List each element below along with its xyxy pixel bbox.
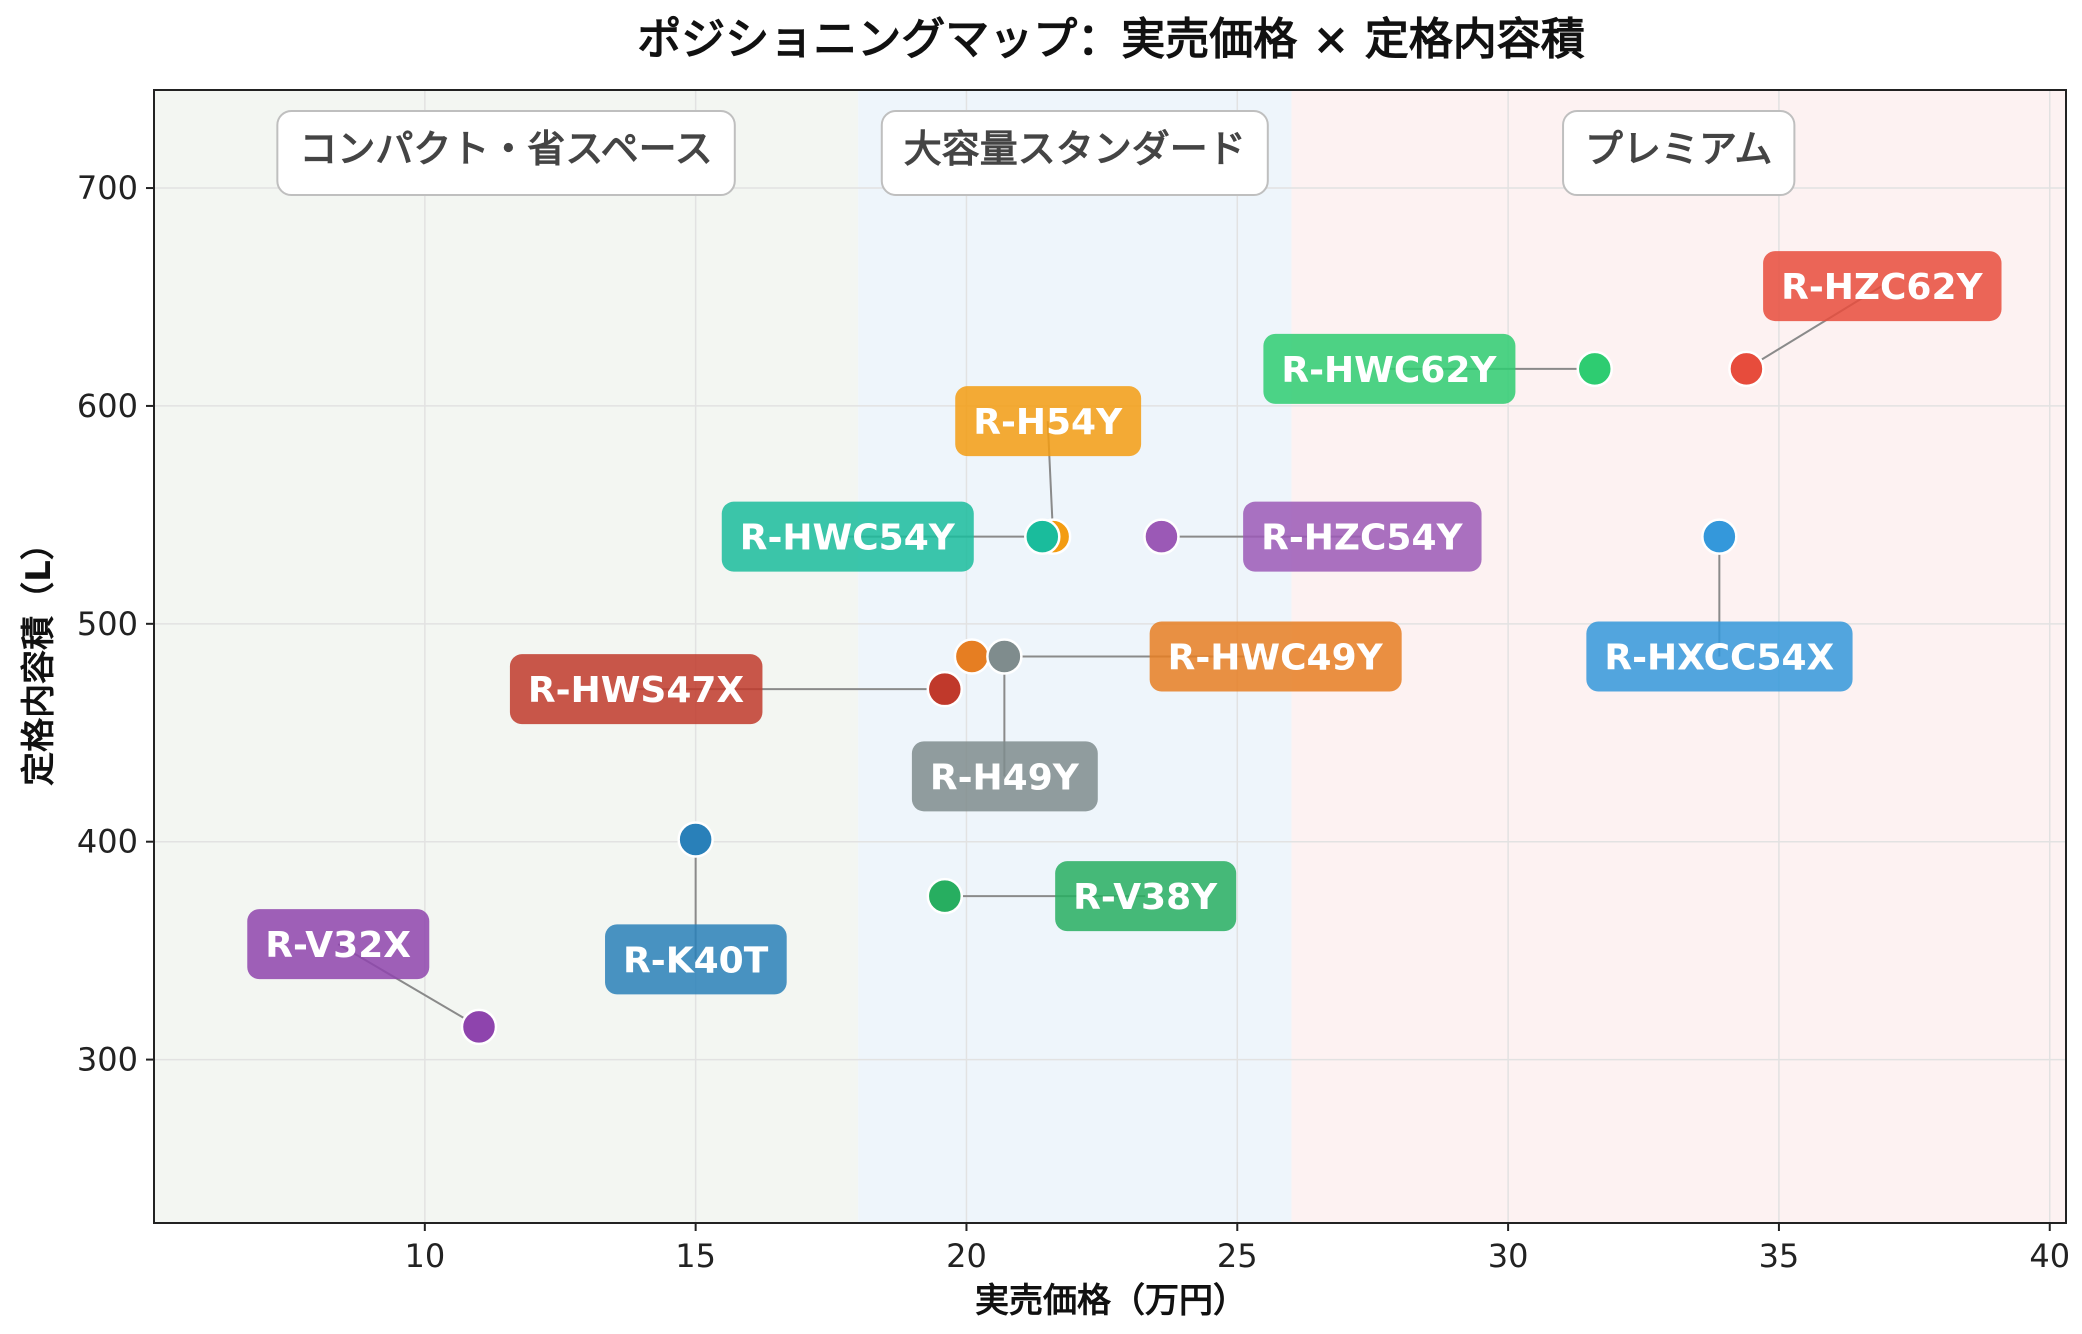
x-axis-label: 実売価格（万円） (975, 1281, 1247, 1321)
point-labels-layer: R-HZC62Y R-HWC62Y R-H54Y R-HWC54Y R-HZC54Y R-… (247, 251, 2002, 995)
point-label-box (955, 386, 1142, 457)
point-label-text: R-H54Y (973, 402, 1123, 443)
points-layer (460, 350, 1765, 1046)
point-label-box (721, 501, 974, 572)
zone-label-box (880, 110, 1269, 196)
data-point (926, 877, 964, 915)
point-label-text: R-HWC54Y (740, 518, 956, 559)
point-label: R-HZC54Y (1243, 501, 1482, 572)
point-label-box (1263, 333, 1516, 404)
y-tick-label: 600 (77, 387, 138, 425)
point-label: R-HXCC54X (1586, 621, 1853, 692)
point-label-text: R-HZC54Y (1261, 518, 1463, 559)
point-label: R-H49Y (911, 741, 1098, 812)
point-label: R-HWS47X (509, 654, 763, 725)
point-label-text: R-V32X (265, 925, 411, 966)
point-label-box (1586, 621, 1853, 692)
point-label: R-H54Y (955, 386, 1142, 457)
point-label: R-HZC62Y (1763, 251, 2002, 322)
point-label-box (509, 654, 763, 725)
data-point (1728, 350, 1765, 388)
data-point (460, 1008, 498, 1046)
chart-title: ポジショニングマップ：実売価格 × 定格内容積 (637, 14, 1585, 65)
point-label-box (1763, 251, 2002, 322)
data-point (1576, 350, 1614, 388)
point-label-text: R-HWC49Y (1168, 638, 1384, 679)
zone-label: コンパクト・省スペース (299, 127, 712, 171)
point-label: R-V38Y (1055, 861, 1237, 932)
zone-label-box (276, 110, 736, 196)
x-tick-label: 25 (1217, 1237, 1258, 1275)
zone-label: 大容量スタンダード (904, 127, 1246, 171)
y-tick-label: 400 (77, 823, 138, 861)
y-tick-label: 300 (77, 1041, 138, 1079)
point-label-text: R-H49Y (930, 757, 1080, 798)
y-tick-label: 500 (77, 605, 138, 643)
x-tick-label: 10 (404, 1237, 445, 1275)
data-point (1143, 518, 1180, 555)
point-label-text: R-HWS47X (528, 670, 745, 711)
data-point (986, 638, 1023, 675)
data-point (926, 670, 964, 708)
point-label-text: R-HXCC54X (1604, 638, 1834, 679)
x-tick-label: 40 (2029, 1237, 2070, 1275)
point-label: R-HWC62Y (1263, 333, 1516, 404)
point-label: R-K40T (605, 924, 787, 995)
point-label-box (911, 741, 1098, 812)
data-point (953, 638, 991, 675)
zone-label-box (1562, 110, 1796, 196)
point-label-text: R-K40T (623, 940, 769, 981)
data-point (1024, 518, 1061, 555)
y-axis-label: 定格内容積（L） (19, 526, 59, 786)
y-tick-label: 700 (77, 169, 138, 207)
point-label: R-HWC49Y (1149, 621, 1402, 692)
x-tick-label: 20 (946, 1237, 987, 1275)
x-axis-ticks: 10 15 20 25 30 35 40 (404, 1223, 2070, 1275)
point-label-box (1149, 621, 1402, 692)
point-label-box (1055, 861, 1237, 932)
point-label-box (247, 909, 430, 980)
point-label-text: R-HWC62Y (1281, 350, 1497, 391)
y-axis-ticks: 300 400 500 600 700 (77, 169, 154, 1079)
zone-label: プレミアム (1585, 127, 1772, 171)
zone-labels-layer: コンパクト・省スペース 大容量スタンダード プレミアム (276, 110, 1796, 196)
x-tick-label: 35 (1759, 1237, 1800, 1275)
plot-frame (153, 89, 2067, 1224)
point-label: R-HWC54Y (721, 501, 974, 572)
point-label: R-V32X (247, 909, 430, 980)
data-point (1701, 518, 1738, 555)
data-point (677, 821, 714, 858)
point-label-box (1243, 501, 1482, 572)
point-label-box (605, 924, 787, 995)
x-tick-label: 30 (1488, 1237, 1529, 1275)
point-label-text: R-HZC62Y (1781, 267, 1983, 308)
point-label-text: R-V38Y (1073, 877, 1218, 918)
x-tick-label: 15 (675, 1237, 716, 1275)
